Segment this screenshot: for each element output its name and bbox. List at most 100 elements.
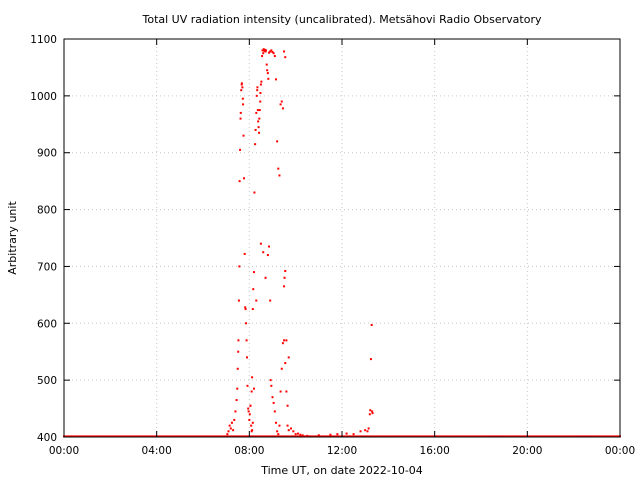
baseline-point — [385, 435, 388, 438]
data-point — [287, 356, 290, 359]
baseline-point — [616, 435, 619, 438]
data-point — [294, 433, 297, 436]
baseline-point — [613, 435, 616, 438]
data-point — [369, 358, 372, 361]
baseline-point — [591, 435, 594, 438]
baseline-point — [423, 435, 426, 438]
y-tick-label: 600 — [37, 318, 57, 330]
baseline-point — [378, 435, 381, 438]
baseline-point — [247, 435, 250, 438]
baseline-point — [398, 435, 401, 438]
baseline-point — [569, 435, 572, 438]
data-point — [242, 134, 245, 137]
baseline-point — [374, 435, 377, 438]
data-point — [255, 299, 258, 302]
baseline-point — [372, 435, 375, 438]
baseline-point — [318, 435, 321, 438]
baseline-point — [243, 435, 246, 438]
baseline-point — [179, 435, 182, 438]
data-point — [249, 404, 252, 407]
data-point — [254, 143, 257, 146]
baseline-point — [79, 435, 82, 438]
baseline-point — [581, 435, 584, 438]
baseline-point — [587, 435, 590, 438]
baseline-point — [492, 435, 495, 438]
baseline-point — [337, 435, 340, 438]
baseline-point — [146, 435, 149, 438]
baseline-point — [397, 435, 400, 438]
baseline-point — [198, 435, 201, 438]
baseline-point — [190, 435, 193, 438]
baseline-point — [112, 435, 115, 438]
baseline-point — [486, 435, 489, 438]
baseline-point — [493, 435, 496, 438]
baseline-point — [138, 435, 141, 438]
baseline-point — [451, 435, 454, 438]
baseline-point — [305, 435, 308, 438]
baseline-point — [145, 435, 148, 438]
baseline-point — [96, 435, 99, 438]
baseline-point — [532, 435, 535, 438]
baseline-point — [105, 435, 108, 438]
baseline-point — [263, 435, 266, 438]
baseline-point — [132, 435, 135, 438]
data-point — [278, 174, 281, 177]
baseline-point — [410, 435, 413, 438]
baseline-point — [489, 435, 492, 438]
baseline-point — [204, 435, 207, 438]
baseline-point — [227, 435, 230, 438]
data-point — [245, 322, 248, 325]
data-point — [277, 167, 280, 170]
baseline-point — [144, 435, 147, 438]
baseline-point — [266, 435, 269, 438]
baseline-point — [148, 435, 151, 438]
baseline-point — [530, 435, 533, 438]
baseline-point — [534, 435, 537, 438]
data-point — [246, 384, 249, 387]
baseline-point — [200, 435, 203, 438]
data-point — [252, 288, 255, 291]
baseline-point — [471, 435, 474, 438]
data-point — [256, 89, 259, 92]
baseline-point — [352, 435, 355, 438]
baseline-point — [285, 435, 288, 438]
data-point — [253, 191, 256, 194]
data-point — [241, 97, 244, 100]
baseline-point — [269, 435, 272, 438]
baseline-point — [408, 435, 411, 438]
plot-frame — [63, 38, 621, 438]
baseline-point — [338, 435, 341, 438]
baseline-point — [416, 435, 419, 438]
baseline-point — [239, 435, 242, 438]
data-point — [283, 276, 286, 279]
baseline-point — [505, 435, 508, 438]
data-point — [280, 367, 283, 370]
baseline-point — [86, 435, 89, 438]
data-point — [273, 55, 276, 58]
baseline-point — [281, 435, 284, 438]
baseline-point — [353, 435, 356, 438]
baseline-point — [129, 435, 132, 438]
baseline-point — [142, 435, 145, 438]
data-point — [286, 404, 289, 407]
baseline-point — [605, 435, 608, 438]
baseline-point — [316, 435, 319, 438]
baseline-point — [72, 435, 75, 438]
baseline-point — [547, 435, 550, 438]
baseline-point — [327, 435, 330, 438]
baseline-point — [80, 435, 83, 438]
data-point — [301, 434, 304, 437]
baseline-point — [480, 435, 482, 438]
baseline-point — [309, 435, 312, 438]
baseline-point — [555, 435, 558, 438]
baseline-point — [527, 435, 530, 438]
data-point — [266, 72, 269, 75]
baseline-point — [576, 435, 579, 438]
baseline-point — [511, 435, 514, 438]
baseline-point — [612, 435, 615, 438]
data-point — [226, 433, 229, 436]
baseline-point — [312, 435, 315, 438]
baseline-point — [503, 435, 506, 438]
baseline-point — [481, 435, 484, 438]
baseline-point — [262, 435, 265, 438]
